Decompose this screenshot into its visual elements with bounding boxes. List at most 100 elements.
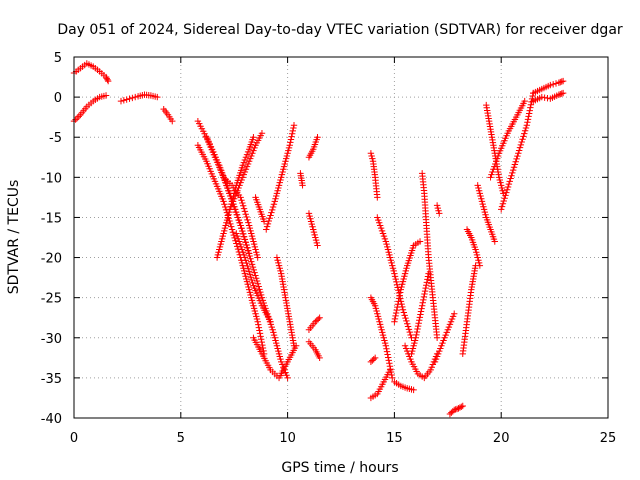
data-point	[376, 219, 383, 226]
x-tick-label: 15	[386, 431, 403, 446]
data-point	[374, 313, 382, 320]
series-arc-af	[433, 202, 443, 217]
data-point	[376, 222, 384, 229]
data-point	[272, 195, 279, 202]
data-point	[502, 192, 509, 199]
data-point	[499, 187, 506, 194]
data-point	[505, 180, 513, 188]
data-point	[290, 124, 297, 132]
data-point	[275, 182, 283, 189]
data-point	[245, 222, 253, 229]
chart-title: Day 051 of 2024, Sidereal Day-to-day VTE…	[57, 22, 623, 38]
data-point	[380, 232, 388, 240]
data-point	[222, 222, 229, 229]
data-point	[103, 75, 110, 82]
data-point	[475, 187, 483, 194]
y-tick-label: -15	[41, 211, 62, 226]
data-point	[314, 134, 321, 141]
series-arc-ab	[391, 378, 417, 394]
data-point	[373, 307, 380, 315]
data-point	[406, 328, 413, 336]
data-point	[249, 263, 257, 271]
data-point	[281, 160, 288, 168]
data-point	[414, 325, 421, 333]
data-point	[239, 230, 247, 238]
data-point	[250, 238, 257, 245]
data-point	[509, 166, 517, 174]
data-point	[480, 206, 488, 213]
data-point	[501, 194, 508, 202]
data-point	[523, 121, 531, 129]
data-point	[516, 144, 524, 151]
data-point	[225, 211, 232, 218]
data-point	[233, 190, 240, 197]
data-point	[240, 171, 248, 178]
data-point	[233, 230, 240, 237]
data-point	[498, 182, 505, 189]
data-point	[416, 238, 424, 245]
data-point	[493, 155, 501, 162]
data-point	[511, 161, 519, 168]
data-point	[400, 309, 407, 316]
data-point	[245, 286, 253, 293]
data-point	[248, 232, 256, 240]
data-point	[258, 130, 266, 137]
data-point	[290, 342, 298, 349]
data-point	[235, 216, 242, 224]
data-point	[273, 339, 280, 347]
data-point	[252, 310, 259, 317]
data-point	[284, 374, 291, 382]
data-point	[376, 321, 384, 328]
data-point	[236, 240, 244, 248]
series-arc-s	[305, 314, 323, 333]
data-point	[222, 203, 229, 211]
series-arc-w	[367, 294, 396, 382]
data-point	[473, 249, 480, 256]
data-point	[244, 148, 252, 156]
data-point	[257, 291, 265, 299]
data-point	[392, 312, 399, 320]
data-point	[547, 81, 554, 89]
data-point	[307, 218, 315, 225]
data-point	[223, 216, 231, 224]
data-point	[268, 323, 275, 331]
data-point	[497, 179, 504, 186]
data-point	[515, 150, 522, 157]
y-tick-label: -20	[41, 252, 62, 267]
data-point	[382, 342, 390, 349]
data-point	[476, 262, 484, 269]
data-point	[263, 223, 271, 230]
data-point	[500, 197, 507, 205]
data-point	[278, 171, 286, 178]
data-point	[221, 176, 228, 184]
data-point	[245, 250, 253, 257]
data-point	[250, 305, 258, 312]
data-point	[367, 150, 375, 157]
data-point	[377, 224, 385, 232]
data-point	[432, 355, 440, 363]
data-point	[240, 267, 248, 275]
data-point	[456, 404, 464, 411]
data-point	[276, 265, 283, 272]
data-point	[506, 178, 513, 185]
data-point	[517, 141, 525, 149]
data-point	[154, 93, 161, 101]
data-point	[280, 166, 287, 173]
series-arc-g	[203, 134, 253, 257]
data-point	[428, 363, 435, 371]
y-tick-label: -10	[41, 171, 62, 186]
data-point	[248, 152, 255, 160]
data-point	[255, 321, 262, 328]
data-point	[241, 270, 249, 277]
data-point	[394, 301, 402, 308]
data-point	[515, 147, 523, 154]
data-point	[472, 246, 479, 253]
data-point	[273, 190, 281, 197]
data-point	[257, 288, 264, 296]
data-point	[396, 292, 403, 299]
data-point	[435, 207, 442, 214]
data-point	[240, 205, 248, 212]
data-point	[375, 216, 382, 224]
data-point	[381, 337, 388, 344]
data-point	[242, 273, 249, 280]
